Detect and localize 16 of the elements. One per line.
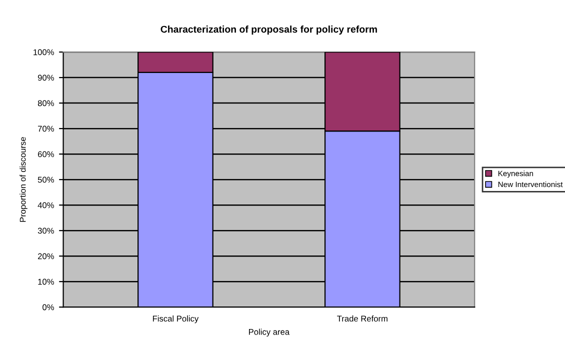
y-tick-label: 50%: [38, 176, 54, 183]
y-tick-label: 90%: [38, 74, 54, 81]
x-axis-title: Policy area: [249, 328, 290, 337]
y-tick-label: 40%: [38, 202, 54, 208]
y-tick-label: 60%: [38, 151, 54, 158]
y-axis-title: Proportion of discourse: [20, 137, 28, 222]
y-tick-label: 30%: [38, 228, 54, 234]
y-tick-label: 70%: [38, 126, 54, 132]
y-tick-label: 100%: [34, 49, 54, 56]
x-tick-label: Trade Reform: [337, 315, 388, 322]
y-tick-label: 20%: [38, 253, 54, 260]
y-tick-label: 10%: [38, 278, 54, 285]
x-tick-label: Fiscal Policy: [152, 315, 199, 324]
y-tick-label: 80%: [38, 100, 54, 106]
y-tick-label: 0%: [42, 304, 54, 310]
chart-title: Characterization of proposals for policy reform: [160, 26, 377, 35]
